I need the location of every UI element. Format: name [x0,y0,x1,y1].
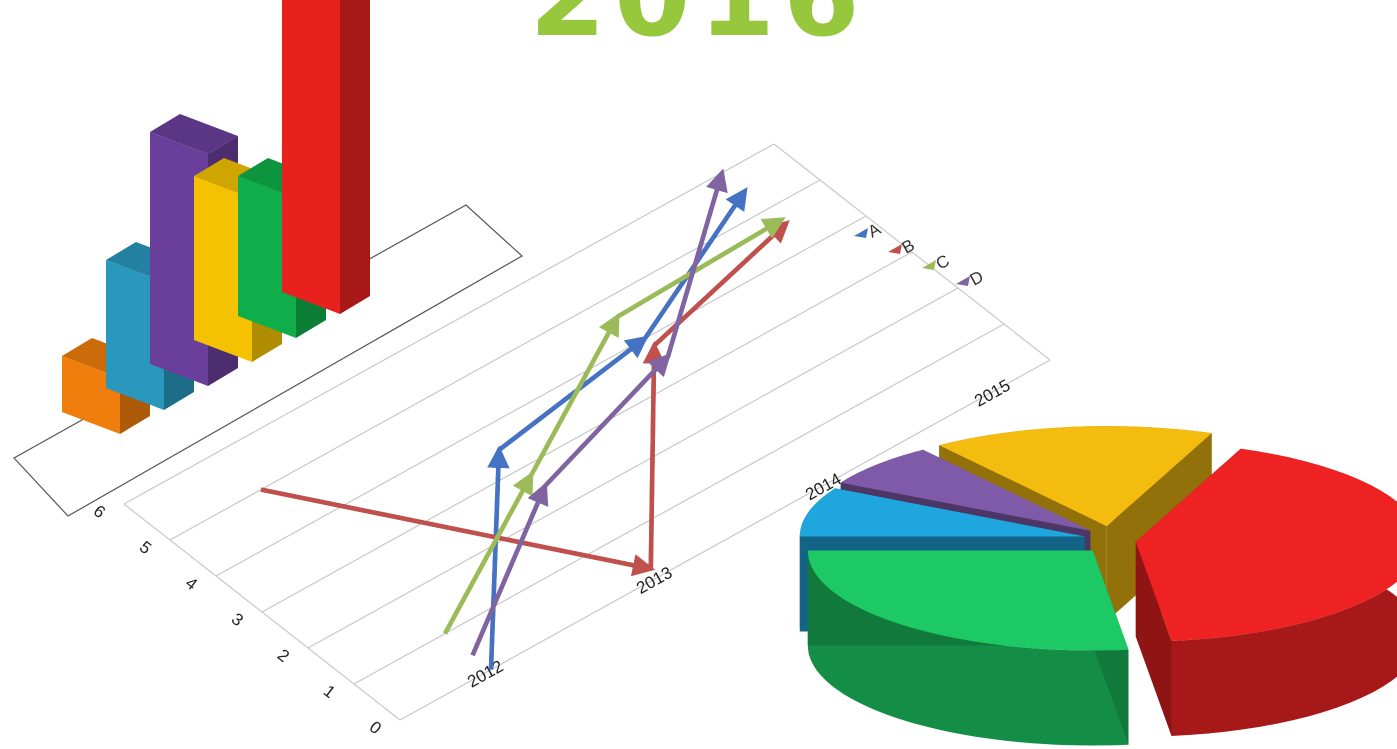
gridline [399,359,1051,721]
series-segment [443,471,534,635]
series-segment [487,445,510,670]
pie-slice-1 [807,550,1129,651]
y-tick-label: 5 [136,537,155,558]
series-segment [260,487,656,577]
gridline [261,251,913,613]
y-tick-label: 2 [274,645,293,666]
gridline [307,287,959,649]
bar-5 [238,176,296,338]
axis-edge [123,503,401,721]
y-tick-label: 6 [90,501,109,522]
legend-marker [922,260,936,270]
series-segment [470,481,549,657]
series-segment [529,312,620,477]
bar-chart [13,0,524,517]
legend-marker [888,244,902,254]
pie-chart [799,426,1397,746]
legend-marker [854,228,868,238]
bar-side [340,0,370,314]
pie-slice-0 [1135,448,1397,641]
gridline [123,143,775,505]
bar-4 [194,176,252,362]
y-tick-label: 4 [182,573,201,594]
pie-slice-wall [807,550,1129,746]
bar-1 [62,356,120,434]
page-title: 2016 [0,0,1397,52]
y-tick-label: 0 [366,717,385,738]
gridline [353,323,1005,685]
bar-6 [282,0,340,314]
bar-2 [106,260,164,410]
gridline [215,215,867,577]
series-segment [497,335,649,452]
series-segment [642,341,666,569]
x-tick-label: 2012 [464,657,506,692]
legend-marker [956,276,970,286]
legend-entry: A [865,219,885,241]
pie-slice-2 [799,488,1085,537]
y-tick-label: 1 [320,681,339,702]
axis-edge [773,143,1051,361]
legend-entry: D [967,267,987,290]
pie-slice-3 [840,449,1091,531]
series-segment [616,217,786,319]
series-segment [543,353,672,488]
pie-slice-4 [939,426,1212,527]
x-tick-label: 2015 [971,376,1013,411]
bar-top [150,114,238,154]
pie-slice-edge [1135,541,1172,736]
bar-3 [150,132,208,386]
y-tick-label: 3 [228,609,247,630]
series-segment [665,168,728,358]
